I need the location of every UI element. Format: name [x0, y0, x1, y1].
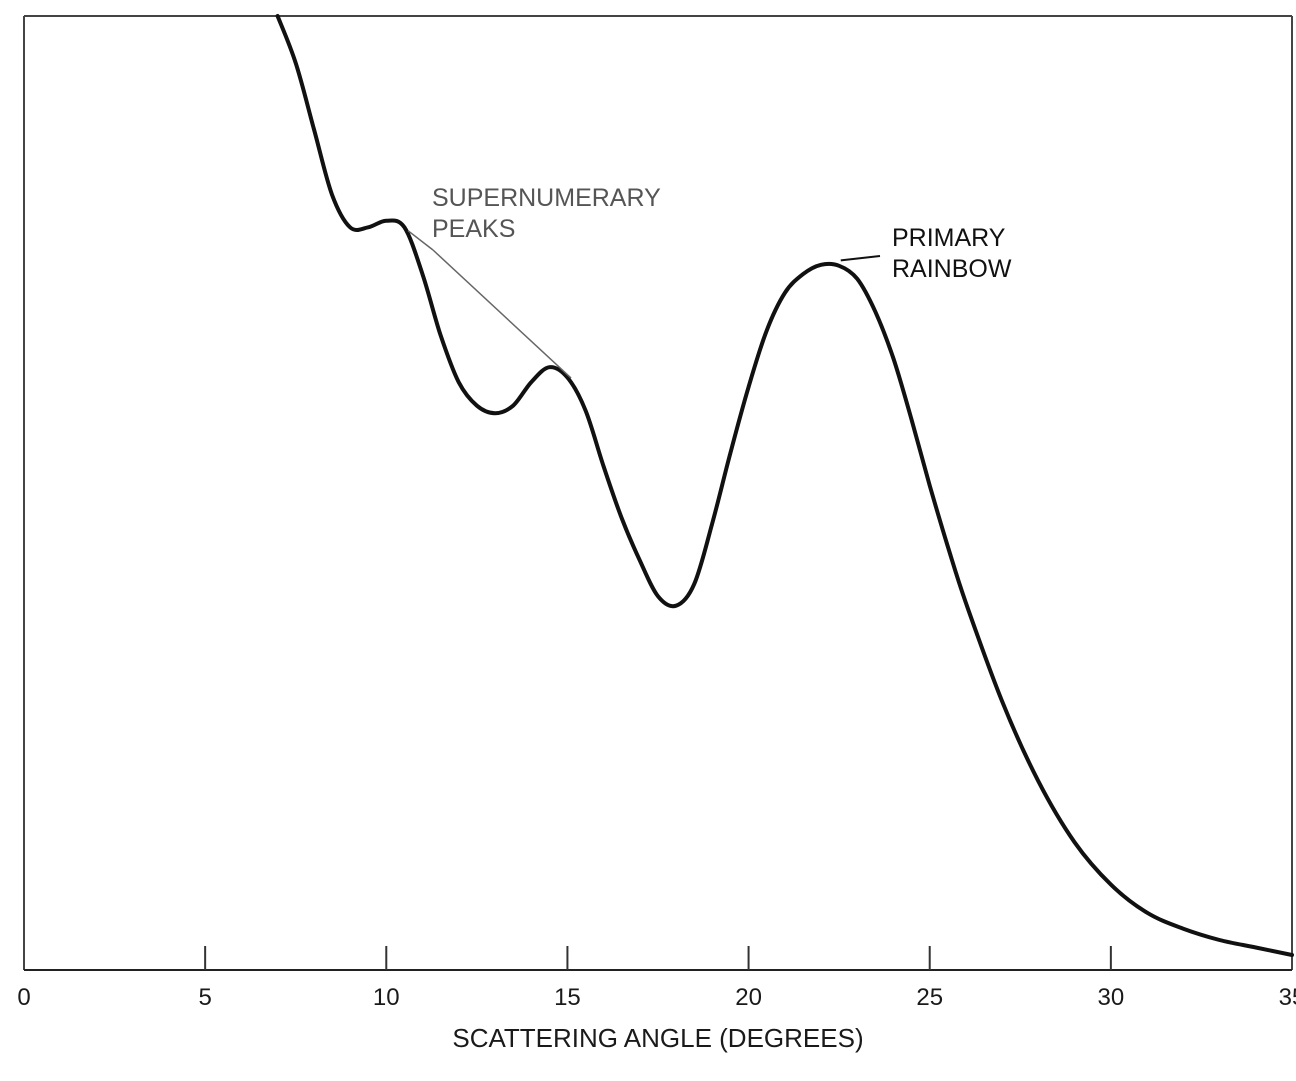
x-tick-label-10: 10	[373, 984, 400, 1011]
x-tick-label-5: 5	[198, 984, 211, 1011]
supernumerary-label-line-1: SUPERNUMERARY	[432, 184, 661, 212]
x-tick-label-20: 20	[735, 984, 762, 1011]
x-tick-label-15: 15	[554, 984, 581, 1011]
supernumerary-leader-line-2	[432, 249, 572, 379]
supernumerary-label-line-2: PEAKS	[432, 215, 515, 243]
x-tick-label-30: 30	[1098, 984, 1125, 1011]
x-tick-label-0: 0	[17, 984, 30, 1011]
primary-rainbow-leader-line	[840, 255, 881, 262]
supernumerary-label: SUPERNUMERARY PEAKS	[432, 184, 667, 243]
x-axis-title: SCATTERING ANGLE (DEGREES)	[452, 1023, 863, 1053]
x-axis-tick-labels: 0 5 10 15 20 25 30 35	[17, 984, 1296, 1011]
supernumerary-leader-line-1	[407, 230, 434, 251]
primary-rainbow-label: PRIMARY RAINBOW	[892, 224, 1012, 283]
primary-rainbow-label-line-2: RAINBOW	[892, 255, 1012, 283]
supernumerary-peaks-annotation: SUPERNUMERARY PEAKS	[407, 184, 667, 379]
primary-rainbow-label-line-1: PRIMARY	[892, 224, 1006, 252]
x-axis-ticks	[204, 946, 1112, 970]
primary-rainbow-annotation: PRIMARY RAINBOW	[840, 224, 1012, 283]
x-tick-label-35: 35	[1279, 984, 1296, 1011]
x-tick-label-25: 25	[916, 984, 943, 1011]
intensity-curve	[275, 14, 1294, 957]
plot-frame	[23, 15, 1293, 971]
